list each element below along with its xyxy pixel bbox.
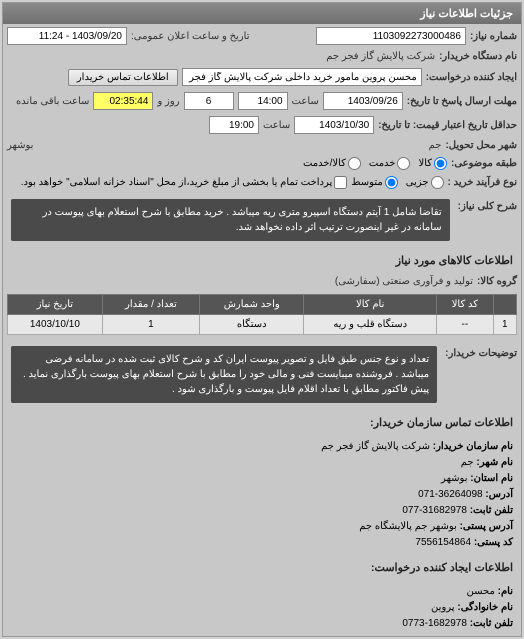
contact-info: نام سازمان خریدار: شرکت پالایش گاز فجر ج… (3, 435, 521, 555)
need-number-label: شماره نیاز: (470, 31, 517, 42)
delivery-city-value: جم (429, 140, 442, 151)
col-name: نام کالا (304, 295, 437, 315)
buy-type-group: جزیی متوسط (351, 176, 443, 189)
announce-date-input[interactable] (7, 27, 127, 45)
buy-radio-0[interactable] (431, 176, 444, 189)
deadline-date-input[interactable] (323, 92, 403, 110)
goods-group-label: گروه کالا: (477, 276, 517, 287)
province-value: بوشهر (7, 140, 33, 151)
device-name-value: شرکت پالایش گاز فجر جم (326, 51, 435, 62)
buy-option-0[interactable]: جزیی (406, 176, 444, 189)
col-unit: واحد شمارش (200, 295, 304, 315)
days-count-input[interactable] (184, 92, 234, 110)
announce-date-label: تاریخ و ساعت اعلان عمومی: (131, 31, 250, 42)
goods-group-value: تولید و فرآوری صنعتی (سفارشی) (335, 276, 473, 287)
deadline-time-input[interactable] (238, 92, 288, 110)
col-qty: تعداد / مقدار (102, 295, 199, 315)
subject-option-0[interactable]: کالا (418, 157, 447, 170)
time-label-2: ساعت (263, 120, 290, 131)
buyer-notes-label: توضیحات خریدار: (445, 342, 517, 359)
creator-label: ایجاد کننده درخواست: (426, 72, 517, 83)
time-label-1: ساعت (292, 96, 319, 107)
goods-table: کد کالا نام کالا واحد شمارش تعداد / مقدا… (7, 294, 517, 335)
general-desc-text: تقاضا شامل 1 آیتم دستگاه اسپیرو متری ریه… (11, 199, 450, 241)
subject-option-1[interactable]: خدمت (369, 157, 411, 170)
col-code: کد کالا (437, 295, 494, 315)
remaining-label: ساعت باقی مانده (16, 96, 89, 107)
deadline-label: مهلت ارسال پاسخ تا تاریخ: (407, 96, 517, 107)
cell-code: -- (437, 315, 494, 335)
panel-title: جزئیات اطلاعات نیاز (3, 3, 521, 24)
buyer-notes-text: تعداد و نوع جنس طبق فایل و تصویر پیوست ا… (11, 346, 437, 403)
buy-type-label: نوع فرآیند خرید : (448, 177, 517, 188)
remaining-time-input (93, 92, 153, 110)
payment-note-check[interactable]: پرداخت تمام یا بخشی از مبلغ خرید،از محل … (21, 176, 348, 189)
device-name-label: نام دستگاه خریدار: (439, 51, 517, 62)
cell-idx: 1 (493, 315, 516, 335)
need-number-input[interactable] (316, 27, 466, 45)
requester-section-title: اطلاعات ایجاد کننده درخواست: (3, 555, 521, 580)
price-validity-time-input[interactable] (209, 116, 259, 134)
subject-type-group: کالا خدمت کالا/خدمت (303, 157, 447, 170)
contact-buyer-button[interactable]: اطلاعات تماس خریدار (68, 69, 178, 86)
goods-section-title: اطلاعات کالاهای مورد نیاز (3, 248, 521, 273)
table-row[interactable]: 1 -- دستگاه قلب و ریه دستگاه 1 1403/10/1… (8, 315, 517, 335)
col-date: تاریخ نیاز (8, 295, 103, 315)
subject-type-label: طبقه موضوعی: (451, 158, 517, 169)
contact-section-title: اطلاعات تماس سازمان خریدار: (3, 410, 521, 435)
cell-name: دستگاه قلب و ریه (304, 315, 437, 335)
payment-checkbox[interactable] (334, 176, 347, 189)
creator-input[interactable] (182, 68, 422, 86)
days-label: روز و (157, 96, 179, 107)
price-validity-date-input[interactable] (294, 116, 374, 134)
subject-radio-0[interactable] (434, 157, 447, 170)
subject-option-2[interactable]: کالا/خدمت (303, 157, 361, 170)
price-validity-label: حداقل تاریخ اعتبار قیمت: تا تاریخ: (378, 120, 517, 131)
subject-radio-2[interactable] (348, 157, 361, 170)
requester-info: نام: محسن نام خانوادگی: پروین تلفن ثابت:… (3, 580, 521, 636)
delivery-city-label: شهر محل تحویل: (445, 140, 517, 151)
general-desc-label: شرح کلی نیاز: (458, 195, 517, 212)
cell-qty: 1 (102, 315, 199, 335)
cell-date: 1403/10/10 (8, 315, 103, 335)
col-idx (493, 295, 516, 315)
buy-option-1[interactable]: متوسط (351, 176, 397, 189)
subject-radio-1[interactable] (397, 157, 410, 170)
cell-unit: دستگاه (200, 315, 304, 335)
buy-radio-1[interactable] (385, 176, 398, 189)
